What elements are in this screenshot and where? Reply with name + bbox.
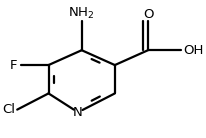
- Text: O: O: [143, 7, 153, 21]
- Text: OH: OH: [183, 44, 203, 57]
- Text: N: N: [73, 106, 83, 119]
- Text: NH$_2$: NH$_2$: [68, 5, 95, 21]
- Text: Cl: Cl: [2, 103, 15, 116]
- Text: F: F: [10, 59, 17, 72]
